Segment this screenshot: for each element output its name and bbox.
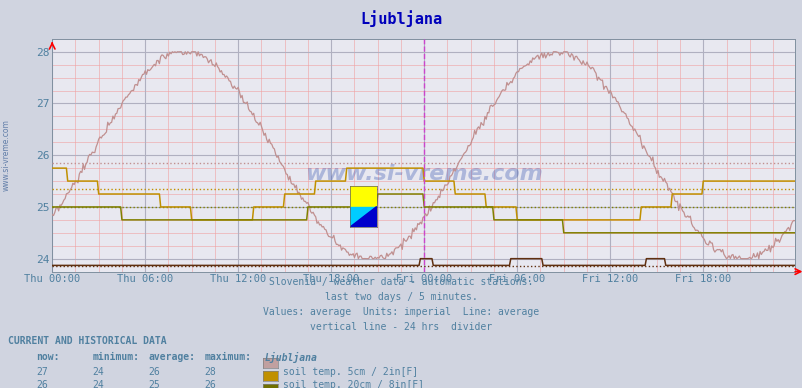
Text: www.si-vreme.com: www.si-vreme.com <box>2 119 11 191</box>
Text: Values: average  Units: imperial  Line: average: Values: average Units: imperial Line: av… <box>263 307 539 317</box>
Polygon shape <box>350 206 376 227</box>
Text: 25: 25 <box>148 380 160 388</box>
Text: vertical line - 24 hrs  divider: vertical line - 24 hrs divider <box>310 322 492 332</box>
Text: average:: average: <box>148 352 196 362</box>
Text: 27: 27 <box>36 367 48 378</box>
Text: maximum:: maximum: <box>205 352 252 362</box>
Text: last two days / 5 minutes.: last two days / 5 minutes. <box>325 292 477 302</box>
Text: 24: 24 <box>92 380 104 388</box>
Text: soil temp. 20cm / 8in[F]: soil temp. 20cm / 8in[F] <box>282 380 423 388</box>
Polygon shape <box>350 186 376 206</box>
Text: www.si-vreme.com: www.si-vreme.com <box>304 164 542 184</box>
Text: minimum:: minimum: <box>92 352 140 362</box>
Polygon shape <box>350 206 376 227</box>
Text: 28: 28 <box>205 367 217 378</box>
Text: 24: 24 <box>92 367 104 378</box>
Text: Ljubljana: Ljubljana <box>360 10 442 26</box>
Text: Slovenia / weather data - automatic stations.: Slovenia / weather data - automatic stat… <box>269 277 533 288</box>
Text: 26: 26 <box>36 380 48 388</box>
Text: 26: 26 <box>148 367 160 378</box>
Text: soil temp. 5cm / 2in[F]: soil temp. 5cm / 2in[F] <box>282 367 417 378</box>
Text: 26: 26 <box>205 380 217 388</box>
Text: Ljubljana: Ljubljana <box>265 352 318 363</box>
Text: CURRENT AND HISTORICAL DATA: CURRENT AND HISTORICAL DATA <box>8 336 167 346</box>
Text: now:: now: <box>36 352 59 362</box>
